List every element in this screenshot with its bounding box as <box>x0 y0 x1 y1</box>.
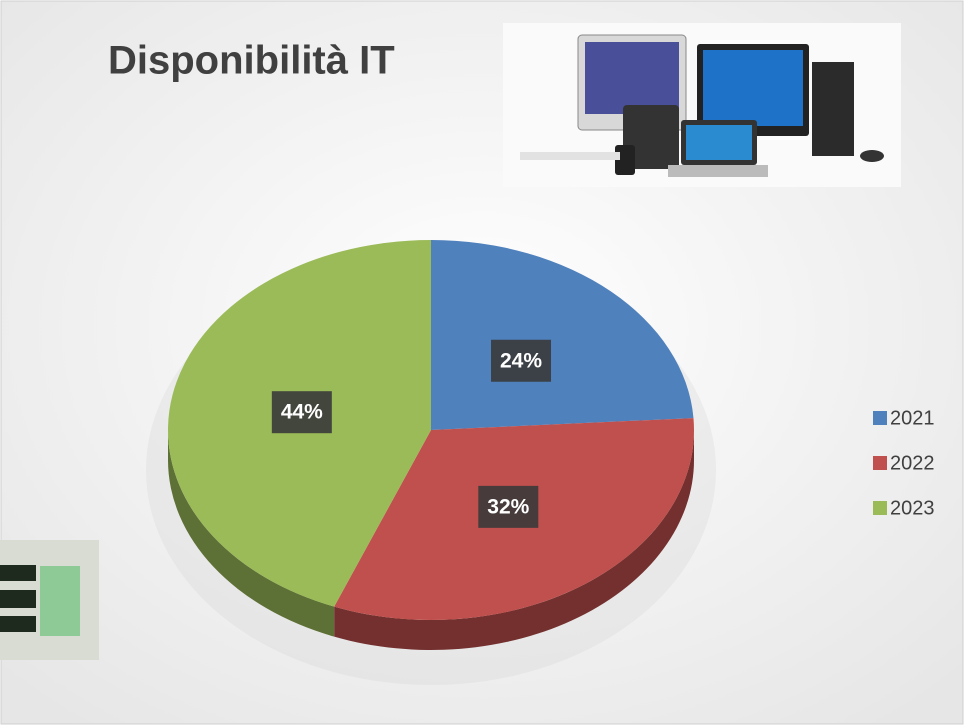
data-label-box <box>478 485 539 528</box>
chart-title: Disponibilità IT <box>108 39 395 83</box>
legend-swatch <box>873 411 887 425</box>
computers-image <box>503 23 901 187</box>
legend-label: 2022 <box>890 452 935 474</box>
legend-swatch <box>873 456 887 470</box>
data-label: 44% <box>281 401 323 424</box>
slice-side <box>168 430 335 637</box>
data-label-box <box>271 391 332 434</box>
logo-image <box>0 540 99 660</box>
legend-swatch <box>873 501 887 515</box>
slice-side <box>334 430 694 650</box>
data-label: 24% <box>500 349 542 372</box>
pie-slice <box>431 240 694 430</box>
data-label-box <box>491 339 552 382</box>
data-label: 32% <box>487 495 529 518</box>
legend-label: 2021 <box>890 407 935 429</box>
legend-label: 2023 <box>890 497 935 519</box>
